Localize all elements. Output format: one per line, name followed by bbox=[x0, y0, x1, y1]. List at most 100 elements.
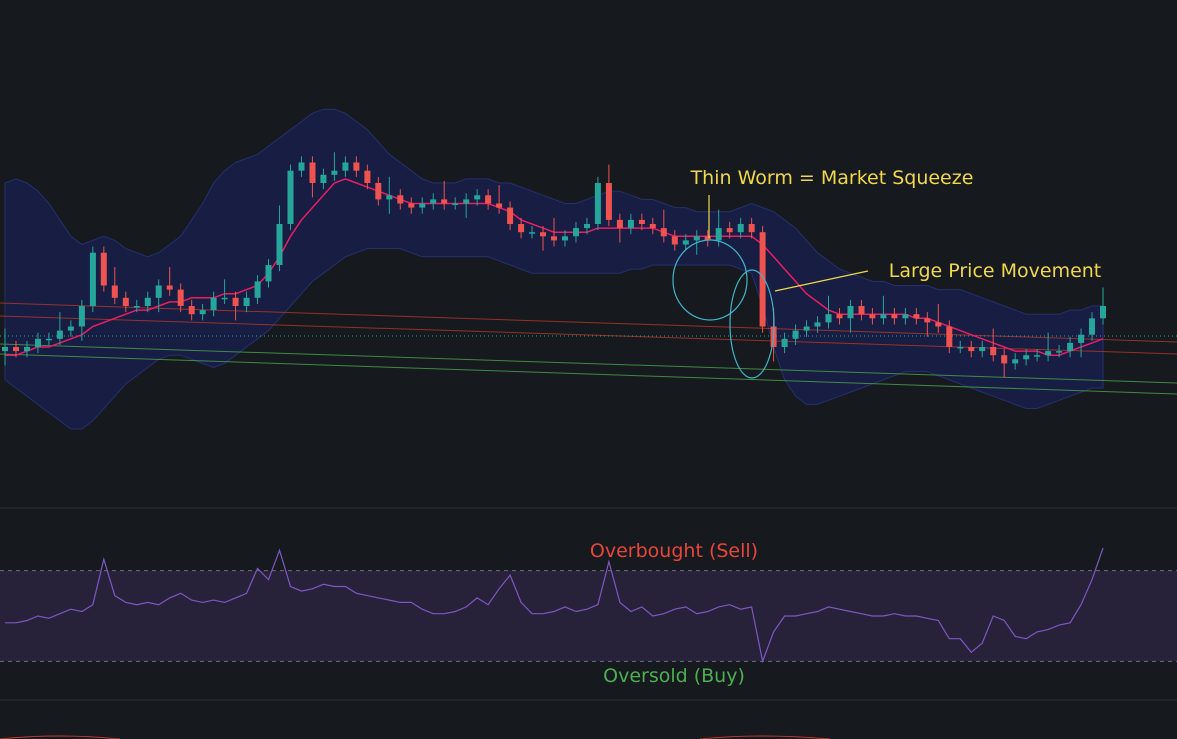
candle-body bbox=[616, 219, 623, 229]
candle-body bbox=[573, 228, 579, 237]
candle bbox=[968, 340, 975, 358]
candle bbox=[298, 156, 305, 177]
candle-body bbox=[1023, 355, 1030, 360]
candle bbox=[825, 295, 832, 329]
candle bbox=[111, 267, 118, 304]
candle bbox=[221, 279, 228, 304]
candle bbox=[441, 180, 448, 210]
candle-body bbox=[540, 232, 546, 237]
candle-body bbox=[529, 232, 536, 234]
candle-body bbox=[111, 285, 118, 298]
annotation-squeeze: Thin Worm = Market Squeeze bbox=[690, 167, 974, 189]
candle bbox=[232, 291, 239, 321]
candle-body bbox=[232, 297, 239, 306]
candle bbox=[1045, 332, 1052, 362]
candle-body bbox=[1056, 351, 1063, 353]
candle-body bbox=[902, 314, 909, 319]
candle-body bbox=[880, 314, 887, 319]
candle-body bbox=[847, 306, 854, 319]
candle-body bbox=[671, 236, 678, 245]
candle bbox=[133, 299, 140, 313]
candle-body bbox=[287, 170, 294, 224]
candle bbox=[605, 164, 612, 227]
candle-body bbox=[331, 170, 338, 175]
candle bbox=[573, 221, 579, 243]
candle bbox=[759, 226, 766, 333]
candle-body bbox=[408, 203, 415, 208]
candle bbox=[287, 164, 294, 231]
candle-body bbox=[649, 224, 656, 229]
squeeze-circle bbox=[672, 239, 748, 321]
candle-body bbox=[759, 232, 766, 327]
candle-body bbox=[78, 306, 85, 327]
candle-body bbox=[704, 236, 711, 241]
candle-body bbox=[584, 224, 590, 229]
candle bbox=[100, 246, 107, 292]
candle-body bbox=[781, 338, 788, 347]
overbought-label: Overbought (Sell) bbox=[590, 540, 758, 562]
large-move-circle bbox=[729, 269, 775, 379]
candle bbox=[67, 320, 74, 337]
candle-body bbox=[221, 297, 228, 300]
candle bbox=[507, 201, 514, 231]
candle-body bbox=[803, 326, 810, 331]
candle bbox=[474, 189, 481, 206]
candle bbox=[265, 258, 272, 288]
candle bbox=[1034, 349, 1041, 362]
candle bbox=[902, 308, 909, 325]
candle-body bbox=[518, 224, 525, 233]
candle-body bbox=[682, 240, 689, 245]
candle-body bbox=[1078, 334, 1085, 343]
candle-body bbox=[254, 281, 261, 298]
candle bbox=[946, 320, 953, 354]
candle bbox=[1100, 287, 1106, 325]
candle-body bbox=[364, 170, 371, 183]
trend-line-lower-2 bbox=[0, 353, 1177, 395]
candle bbox=[1089, 312, 1095, 341]
candle-body bbox=[836, 314, 843, 319]
candle-body bbox=[605, 183, 612, 220]
candle-body bbox=[562, 236, 568, 241]
candle bbox=[836, 308, 843, 325]
candle bbox=[166, 267, 173, 296]
candle-body bbox=[67, 326, 74, 331]
candle bbox=[737, 217, 744, 239]
candle bbox=[1001, 349, 1008, 378]
candle bbox=[594, 176, 601, 231]
candle-body bbox=[1067, 342, 1074, 352]
candle bbox=[375, 176, 382, 206]
candle-body bbox=[441, 199, 448, 204]
candle-body bbox=[56, 330, 63, 339]
candle-body bbox=[320, 174, 327, 183]
candle-body bbox=[858, 306, 865, 315]
trend-line-lower-1 bbox=[0, 343, 1177, 384]
candle bbox=[364, 164, 371, 190]
candle-body bbox=[309, 162, 316, 183]
candle bbox=[485, 189, 492, 210]
candle bbox=[78, 299, 85, 341]
candle bbox=[847, 299, 854, 333]
annotation-move-pointer bbox=[774, 270, 869, 292]
candle-body bbox=[935, 322, 942, 327]
candle-body bbox=[737, 224, 744, 233]
candle bbox=[551, 217, 557, 247]
candle-body bbox=[276, 224, 283, 265]
candle-body bbox=[990, 347, 997, 356]
candle bbox=[584, 217, 590, 235]
candle-body bbox=[507, 207, 514, 224]
candle bbox=[979, 340, 986, 358]
candle bbox=[880, 295, 887, 325]
candle-body bbox=[748, 224, 755, 233]
candle bbox=[452, 197, 459, 210]
candle-body bbox=[1034, 355, 1041, 357]
candle bbox=[858, 299, 865, 321]
candle bbox=[243, 291, 250, 313]
candle bbox=[671, 230, 678, 251]
candle bbox=[1012, 353, 1019, 370]
candle bbox=[935, 303, 942, 333]
rsi-line bbox=[5, 547, 1104, 664]
candle bbox=[562, 230, 568, 247]
candle-body bbox=[792, 330, 799, 339]
candle-body bbox=[660, 228, 667, 237]
candle bbox=[89, 246, 96, 313]
